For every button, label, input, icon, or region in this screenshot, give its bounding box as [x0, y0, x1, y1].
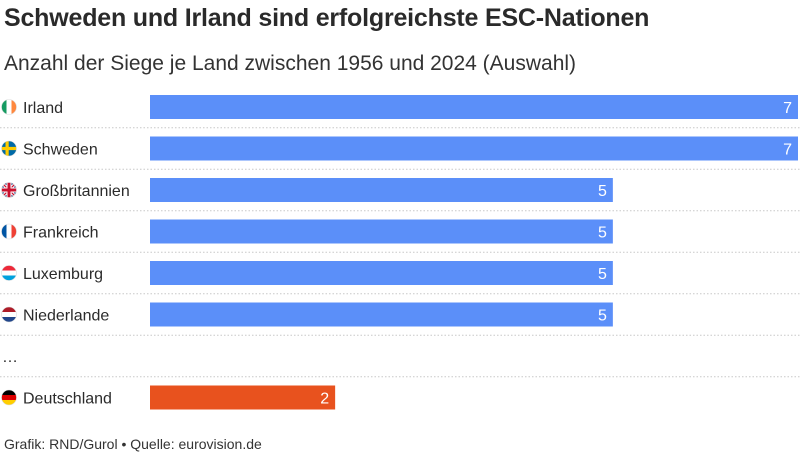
bar — [150, 136, 798, 161]
value-label: 2 — [320, 391, 329, 408]
bar-row: Luxemburg 5 — [0, 261, 800, 295]
value-label: 5 — [598, 225, 607, 242]
ireland-flag-icon — [1, 99, 17, 115]
category-label: Schweden — [23, 142, 98, 159]
value-label: 5 — [598, 266, 607, 283]
bar-row: Frankreich 5 — [0, 219, 800, 253]
bar — [150, 219, 613, 244]
uk-flag-icon — [1, 182, 17, 198]
bar-row: Großbritannien 5 — [0, 178, 800, 212]
bar-row: Deutschland 2 — [1, 385, 336, 410]
bar-row: Irland 7 — [0, 95, 800, 129]
netherlands-flag-icon — [1, 306, 17, 323]
category-label: Frankreich — [23, 225, 99, 242]
category-label: Irland — [23, 100, 63, 117]
bar-row: … — [0, 349, 800, 378]
category-label: Luxemburg — [23, 266, 103, 283]
bar — [150, 178, 613, 202]
source-footer: Grafik: RND/Gurol • Quelle: eurovision.d… — [4, 436, 262, 452]
luxembourg-flag-icon — [1, 265, 17, 281]
germany-flag-icon — [1, 389, 17, 406]
bar — [150, 261, 613, 285]
chart-subtitle: Anzahl der Siege je Land zwischen 1956 u… — [4, 52, 577, 75]
bar-row: Niederlande 5 — [0, 302, 800, 336]
bar-row: Schweden 7 — [0, 136, 800, 170]
chart-title: Schweden und Irland sind erfolgreichste … — [4, 4, 650, 32]
bar — [150, 302, 613, 327]
value-label: 5 — [598, 183, 607, 200]
category-label: Deutschland — [23, 391, 112, 408]
value-label: 5 — [598, 308, 607, 325]
category-label: Großbritannien — [23, 183, 130, 200]
value-label: 7 — [783, 100, 792, 117]
france-flag-icon — [1, 223, 17, 240]
bar — [150, 385, 336, 410]
category-label: … — [2, 349, 18, 366]
category-label: Niederlande — [23, 308, 109, 325]
bar — [150, 95, 798, 119]
value-label: 7 — [783, 142, 792, 159]
sweden-flag-icon — [1, 140, 17, 157]
